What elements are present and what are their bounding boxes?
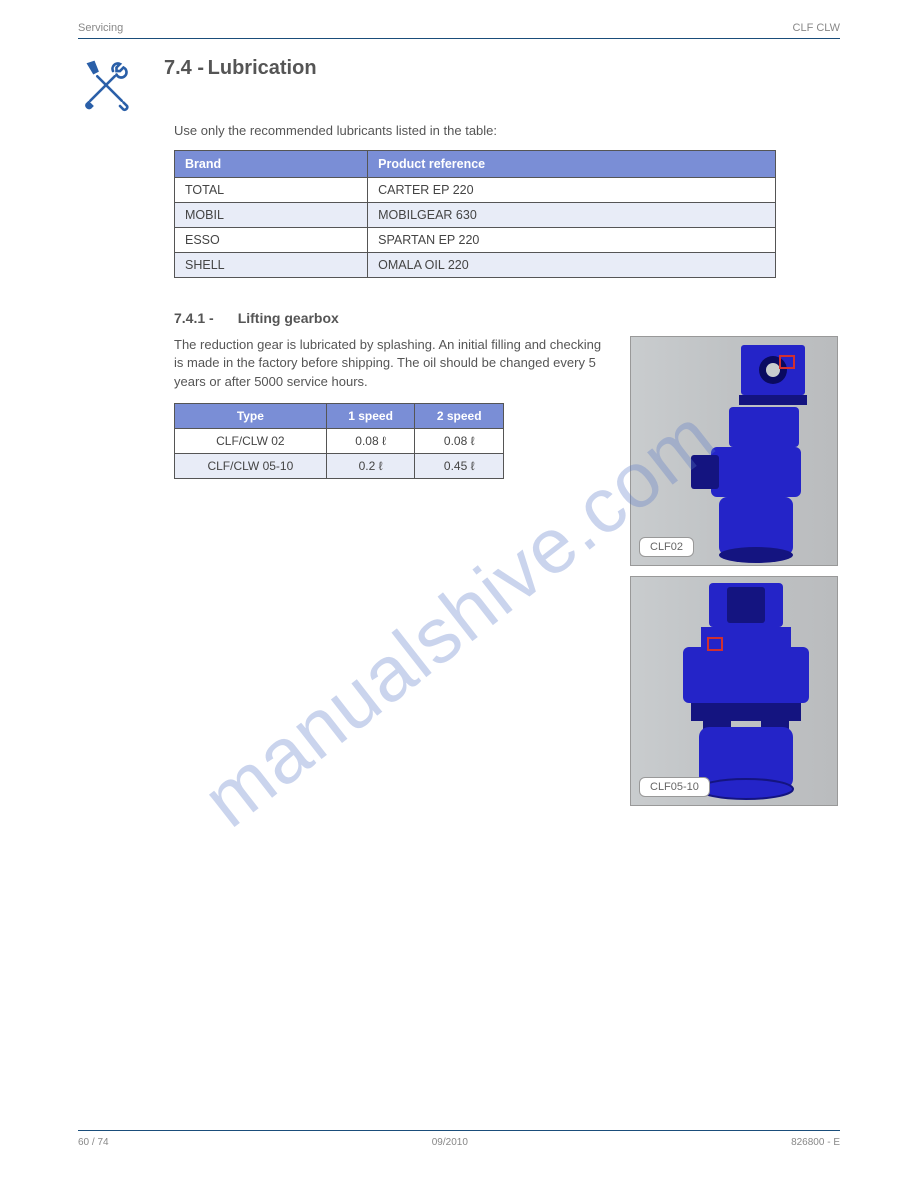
table-row: CLF/CLW 05-100.2 ℓ0.45 ℓ <box>175 453 504 478</box>
figure-a: CLF02 <box>630 336 838 566</box>
section-title: Lubrication <box>208 57 317 79</box>
figure-label: CLF02 <box>639 537 694 557</box>
highlight-mark <box>707 637 723 651</box>
col-product: Product reference <box>368 151 776 178</box>
col-type: Type <box>175 403 327 428</box>
table-row: TOTALCARTER EP 220 <box>175 178 776 203</box>
footer-rule <box>78 1130 840 1131</box>
quantity-table: Type 1 speed 2 speed CLF/CLW 020.08 ℓ0.0… <box>174 403 504 479</box>
figure-label: CLF05-10 <box>639 777 710 797</box>
table-row: MOBILMOBILGEAR 630 <box>175 203 776 228</box>
section-number: 7.4 - <box>164 57 204 79</box>
col-brand: Brand <box>175 151 368 178</box>
col-2speed: 2 speed <box>415 403 504 428</box>
tools-icon <box>78 57 134 116</box>
header-left: Servicing <box>78 22 123 34</box>
intro-text: Use only the recommended lubricants list… <box>174 122 840 140</box>
subsection-para: The reduction gear is lubricated by spla… <box>174 336 606 391</box>
table-row: CLF/CLW 020.08 ℓ0.08 ℓ <box>175 428 504 453</box>
top-rule <box>78 38 840 39</box>
footer-page: 60 / 74 <box>78 1137 109 1148</box>
figure-b: CLF05-10 <box>630 576 838 806</box>
highlight-mark <box>779 355 795 369</box>
footer-date: 09/2010 <box>432 1137 468 1148</box>
subsection-title: Lifting gearbox <box>238 310 339 326</box>
header-right: CLF CLW <box>793 22 840 34</box>
footer-doc: 826800 - E <box>791 1137 840 1148</box>
col-1speed: 1 speed <box>326 403 415 428</box>
lubricants-table: Brand Product reference TOTALCARTER EP 2… <box>174 150 776 278</box>
subsection-number: 7.4.1 - <box>174 310 214 326</box>
table-row: SHELLOMALA OIL 220 <box>175 253 776 278</box>
table-row: ESSOSPARTAN EP 220 <box>175 228 776 253</box>
